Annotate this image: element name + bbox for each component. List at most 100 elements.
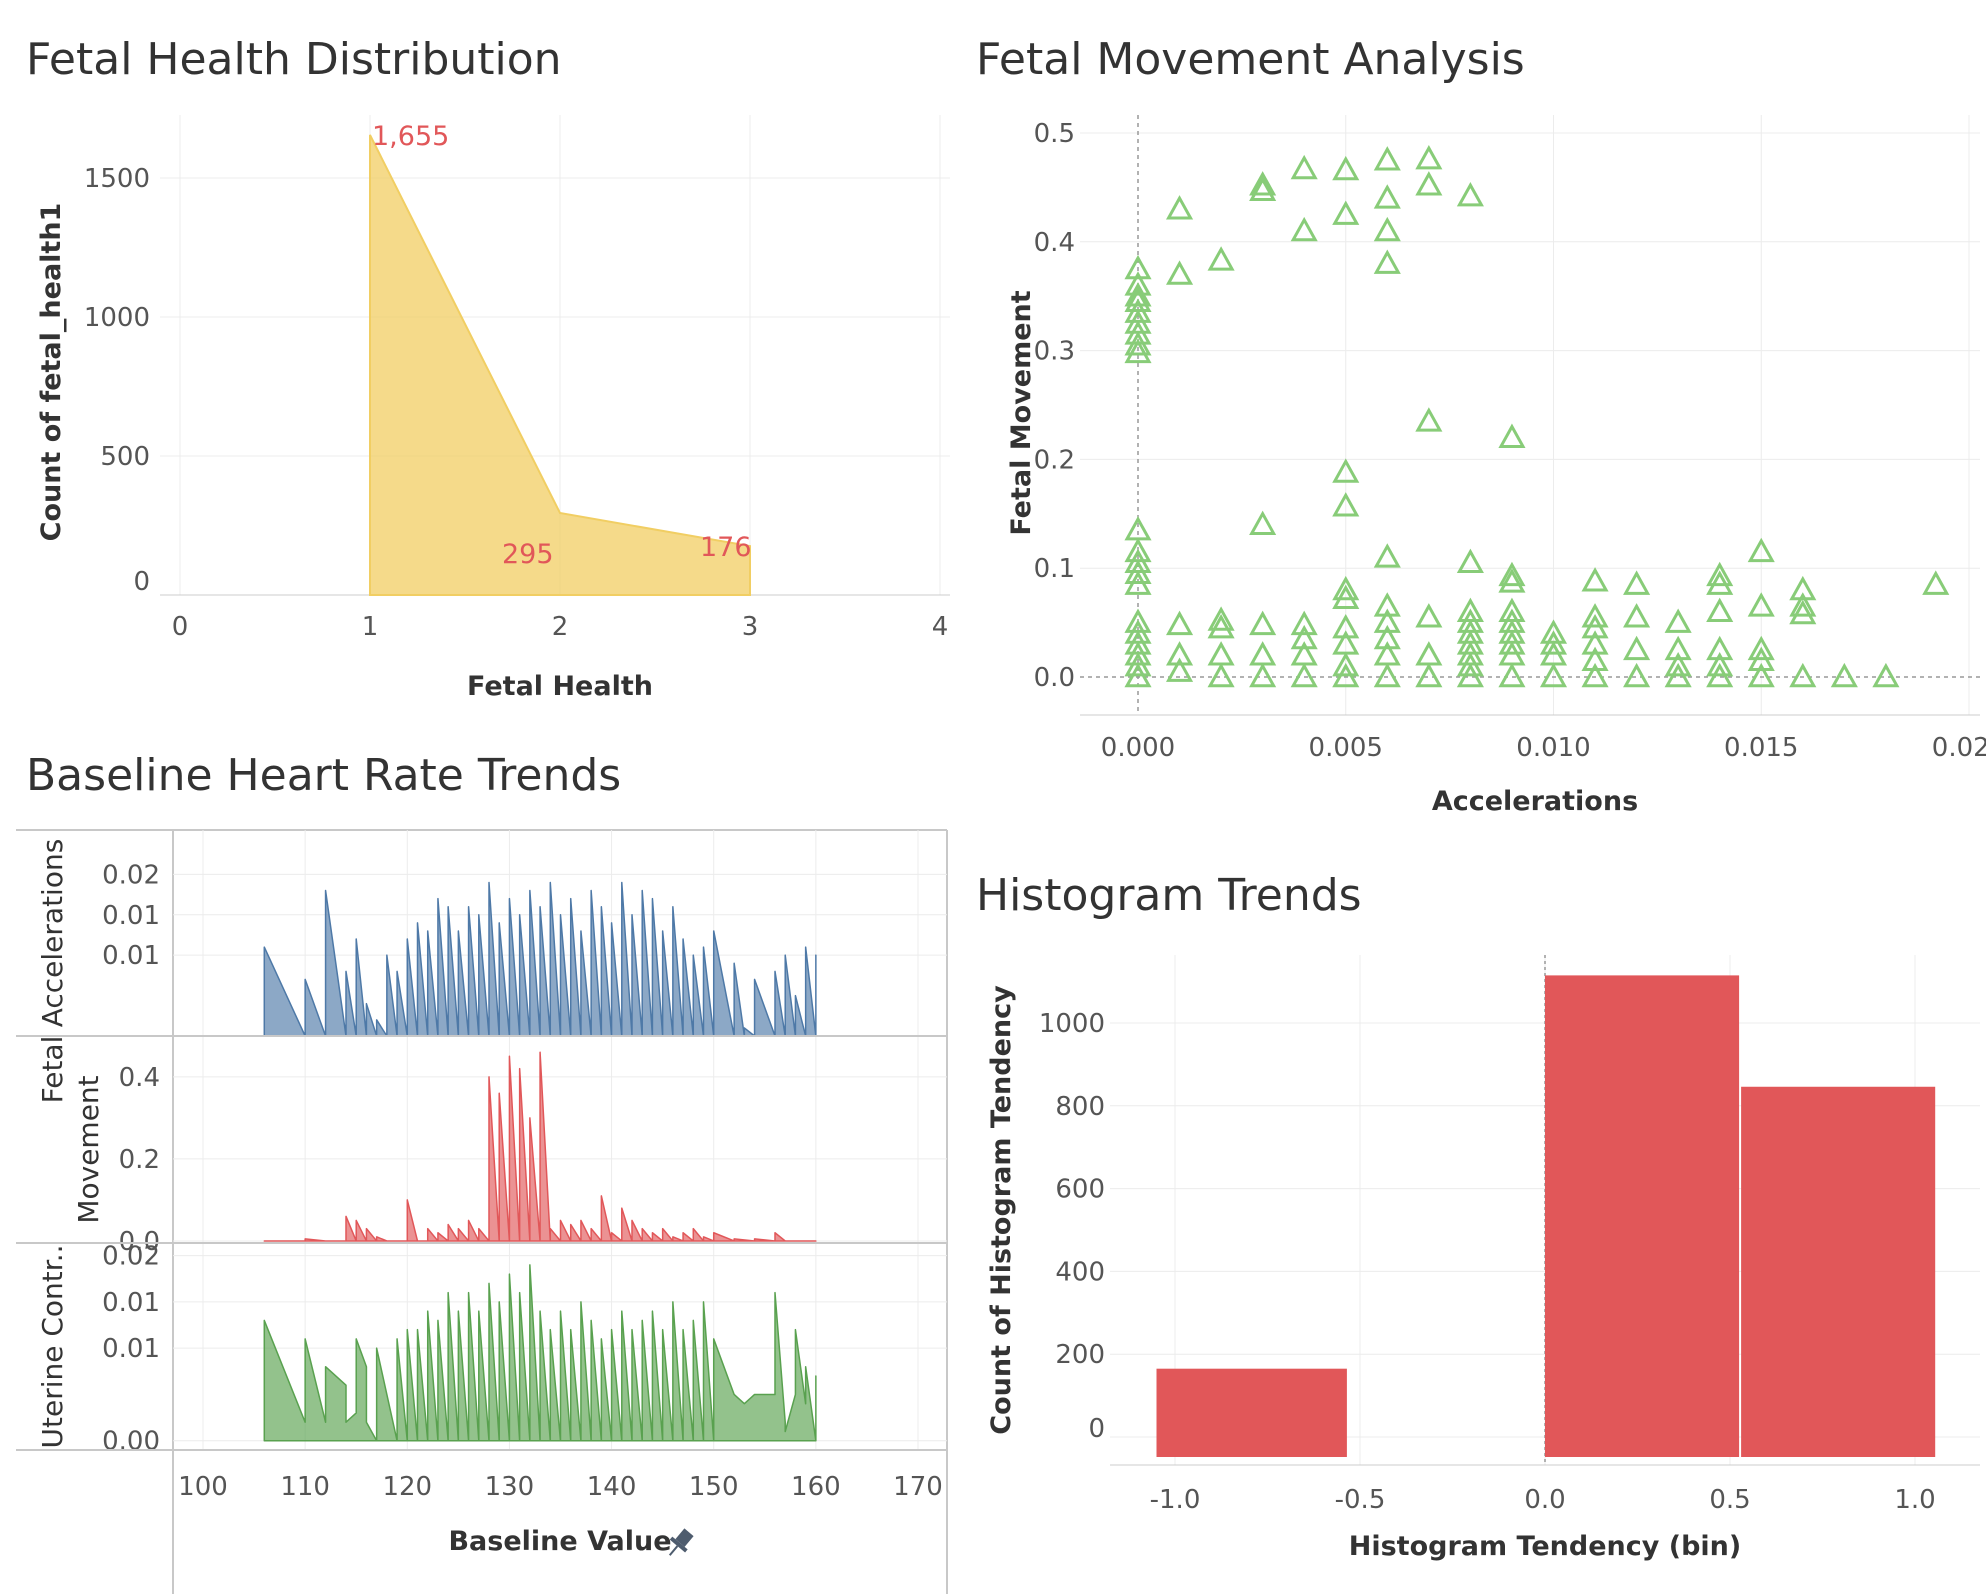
y-axis-title: Fetal Movement [1006, 290, 1037, 535]
scatter-point [1332, 200, 1360, 225]
y-tick-label: 0.01 [102, 1334, 160, 1364]
baseline-heart-rate-area-chart: 100 110 120 130 140 150 160 170 0.02 0.01 0.01 Acce… [16, 829, 948, 1594]
x-tick-label: 0.000 [1101, 733, 1175, 763]
scatter-point [1706, 561, 1734, 587]
scatter-point [1124, 652, 1152, 677]
scatter-point [1498, 630, 1526, 655]
scatter-point [1124, 331, 1152, 356]
scatter-point [1581, 662, 1609, 688]
x-tick-label: 0.0 [1524, 1485, 1565, 1515]
pane-label-fetal: Fetal [36, 1036, 69, 1104]
scatter-point [1207, 613, 1235, 639]
histogram-bar [1741, 1086, 1936, 1457]
y-tick-label: 0.0 [119, 1227, 160, 1257]
scatter-point [1706, 597, 1734, 623]
x-tick-label: 0.015 [1724, 733, 1798, 763]
title-baseline-heart-rate-trends: Baseline Heart Rate Trends [26, 750, 622, 801]
scatter-point [1747, 662, 1775, 688]
scatter-point [1207, 662, 1235, 688]
x-tick-label: 0.5 [1709, 1485, 1750, 1515]
scatter-point [1124, 559, 1152, 584]
x-tick-label: -0.5 [1335, 1485, 1386, 1515]
y-tick-label: 800 [1055, 1092, 1105, 1122]
scatter-point [1706, 662, 1734, 688]
x-tick-label: 1.0 [1894, 1485, 1935, 1515]
scatter-point [1249, 662, 1277, 688]
scatter-point [1373, 146, 1401, 171]
y-tick-label: 0.02 [102, 860, 160, 890]
scatter-point [1623, 570, 1651, 595]
scatter-point [1290, 610, 1318, 636]
y-tick-label: 400 [1055, 1257, 1105, 1287]
y-tick-label: 0.01 [102, 901, 160, 931]
y-tick-label: 0.4 [119, 1063, 160, 1093]
scatter-point [1664, 635, 1692, 661]
scatter-point [1207, 606, 1235, 631]
scatter-point [1456, 652, 1484, 677]
x-tick-label: 3 [742, 612, 759, 642]
y-tick-label: 0.02 [102, 1242, 160, 1272]
scatter-point [1706, 652, 1734, 677]
x-tick-label: 150 [689, 1472, 739, 1502]
scatter-point [1290, 624, 1318, 650]
scatter-point [1415, 603, 1443, 628]
area-series-fetal-health [369, 134, 751, 596]
y-tick-label: 0.01 [102, 941, 160, 971]
scatter-point [1373, 249, 1401, 274]
scatter-point [1124, 516, 1152, 541]
scatter-point [1872, 662, 1900, 688]
scatter-point [1706, 635, 1734, 661]
scatter-point [1789, 599, 1817, 625]
scatter-point [1332, 662, 1360, 688]
scatter-point [1664, 662, 1692, 688]
scatter-point [1415, 641, 1443, 666]
y-tick-label: 1500 [84, 164, 150, 194]
scatter-point [1290, 154, 1318, 180]
scatter-point [1332, 155, 1360, 181]
histogram-bar [1545, 975, 1740, 1457]
scatter-point [1581, 603, 1609, 628]
y-tick-label: 0.0 [1034, 663, 1075, 693]
scatter-point [1415, 171, 1443, 196]
area-series-1 [263, 1051, 817, 1242]
y-axis-title: Count of Histogram Tendency [986, 985, 1017, 1435]
x-axis-title: Baseline Value [448, 1526, 671, 1557]
x-tick-label: 120 [382, 1472, 432, 1502]
scatter-point [1249, 610, 1277, 636]
scatter-point [1373, 624, 1401, 650]
scatter-point [1581, 630, 1609, 655]
y-tick-label: 1000 [84, 303, 150, 333]
pin-needle [668, 1545, 679, 1556]
y-tick-label: 0 [133, 567, 150, 597]
y-tick-label: 0.00 [102, 1427, 160, 1457]
fetal-movement-scatter-chart: 0.000 0.005 0.010 0.015 0.020 0.0 0.1 0.2 0.3 0.4… [1006, 115, 1986, 817]
x-axis-title: Histogram Tendency (bin) [1349, 1531, 1742, 1562]
scatter-point [1290, 216, 1318, 242]
scatter-point [1124, 662, 1152, 688]
pane-label: Accelerations [36, 839, 69, 1028]
area-series-2 [263, 1264, 817, 1442]
scatter-point [1789, 575, 1817, 601]
pin-base [669, 1536, 688, 1553]
x-tick-label: 140 [587, 1472, 637, 1502]
scatter-point [1664, 652, 1692, 677]
x-axis-title: Fetal Health [467, 671, 653, 702]
scatter-point [1166, 260, 1194, 285]
fetal-health-area-chart: 0 1 2 3 4 0 500 1000 1500 1,655 295 176 Fetal Health… [36, 115, 950, 702]
x-tick-label: 130 [485, 1472, 535, 1502]
scatter-point [1373, 662, 1401, 688]
y-tick-label: 0.2 [1034, 445, 1075, 475]
scatter-point [1332, 613, 1360, 639]
scatter-point [1373, 608, 1401, 633]
y-tick-label: 0.2 [119, 1145, 160, 1175]
y-tick-label: 0 [1088, 1414, 1105, 1444]
x-tick-label: 0 [172, 612, 189, 642]
scatter-point [1332, 575, 1360, 601]
scatter-point [1581, 567, 1609, 592]
scatter-point [1789, 662, 1817, 688]
scatter-point [1415, 662, 1443, 688]
scatter-point [1498, 568, 1526, 593]
y-tick-label: 0.01 [102, 1288, 160, 1318]
scatter-point [1249, 641, 1277, 666]
scatter-point [1166, 195, 1194, 220]
